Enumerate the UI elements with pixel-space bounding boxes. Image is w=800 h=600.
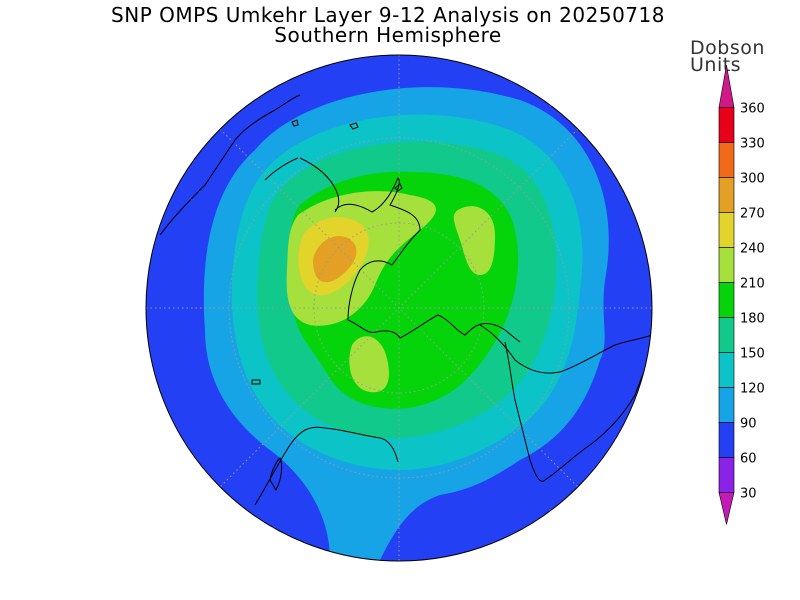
- color-legend-swatch: [718, 142, 735, 178]
- color-legend-swatch: [718, 457, 735, 493]
- ozone-contours: [146, 55, 652, 561]
- color-legend-tick-label: 60: [740, 452, 757, 467]
- map-title: SNP OMPS Umkehr Layer 9-12 Analysis on 2…: [111, 3, 665, 27]
- island-coastline: [251, 379, 261, 385]
- color-legend-swatch: [718, 387, 735, 423]
- color-legend-swatch: [718, 317, 735, 353]
- units-line-1: Dobson: [690, 37, 765, 59]
- color-legend-bottom-arrow: [718, 492, 735, 525]
- contour-300: [313, 235, 357, 283]
- contour-240-bottom: [349, 336, 389, 393]
- color-legend-labels: 360 330 300 270 240 210 180 150 120 90 60 30: [740, 102, 765, 502]
- australia-coastline: [159, 94, 301, 236]
- madagascar-coastline: [269, 457, 283, 492]
- color-legend-tick-label: 30: [740, 487, 757, 502]
- color-legend-tick-label: 300: [740, 172, 765, 187]
- antarctic-peninsula-coastline: [479, 324, 652, 374]
- color-legend-swatch: [718, 422, 735, 458]
- new-zealand-coastline: [264, 157, 340, 213]
- africa-coastline: [254, 426, 399, 506]
- units-line-2: Units: [690, 54, 742, 76]
- color-legend-swatch: [718, 352, 735, 388]
- color-legend-tick-label: 90: [740, 417, 757, 432]
- color-legend-tick-label: 240: [740, 242, 765, 257]
- south-america-coastline: [504, 339, 652, 482]
- color-legend-swatch: [718, 107, 735, 143]
- antarctica-coastline: [334, 177, 521, 343]
- color-legend-tick-label: 180: [740, 312, 765, 327]
- color-legend-tick-label: 120: [740, 382, 765, 397]
- island-coastline: [394, 183, 403, 192]
- contour-240-right: [453, 206, 495, 275]
- coastlines: [159, 94, 652, 506]
- color-legend-swatch: [718, 177, 735, 213]
- graticule: [146, 55, 652, 561]
- color-legend-tick-label: 150: [740, 347, 765, 362]
- map-boundary: [145, 54, 653, 562]
- color-legend-swatch: [718, 212, 735, 248]
- color-legend-tick-label: 330: [740, 137, 765, 152]
- island-coastline: [291, 119, 299, 127]
- color-legend-tick-label: 270: [740, 207, 765, 222]
- color-legend-swatch: [718, 282, 735, 318]
- island-coastline: [349, 122, 359, 130]
- color-legend-tick-label: 210: [740, 277, 765, 292]
- color-legend-tick-label: 360: [740, 102, 765, 117]
- map-subtitle: Southern Hemisphere: [274, 23, 502, 47]
- color-legend-top-arrow: [718, 64, 735, 108]
- color-legend-swatch: [718, 247, 735, 283]
- units-label: Dobson Units: [690, 37, 765, 76]
- color-legend-boxes: [718, 64, 735, 525]
